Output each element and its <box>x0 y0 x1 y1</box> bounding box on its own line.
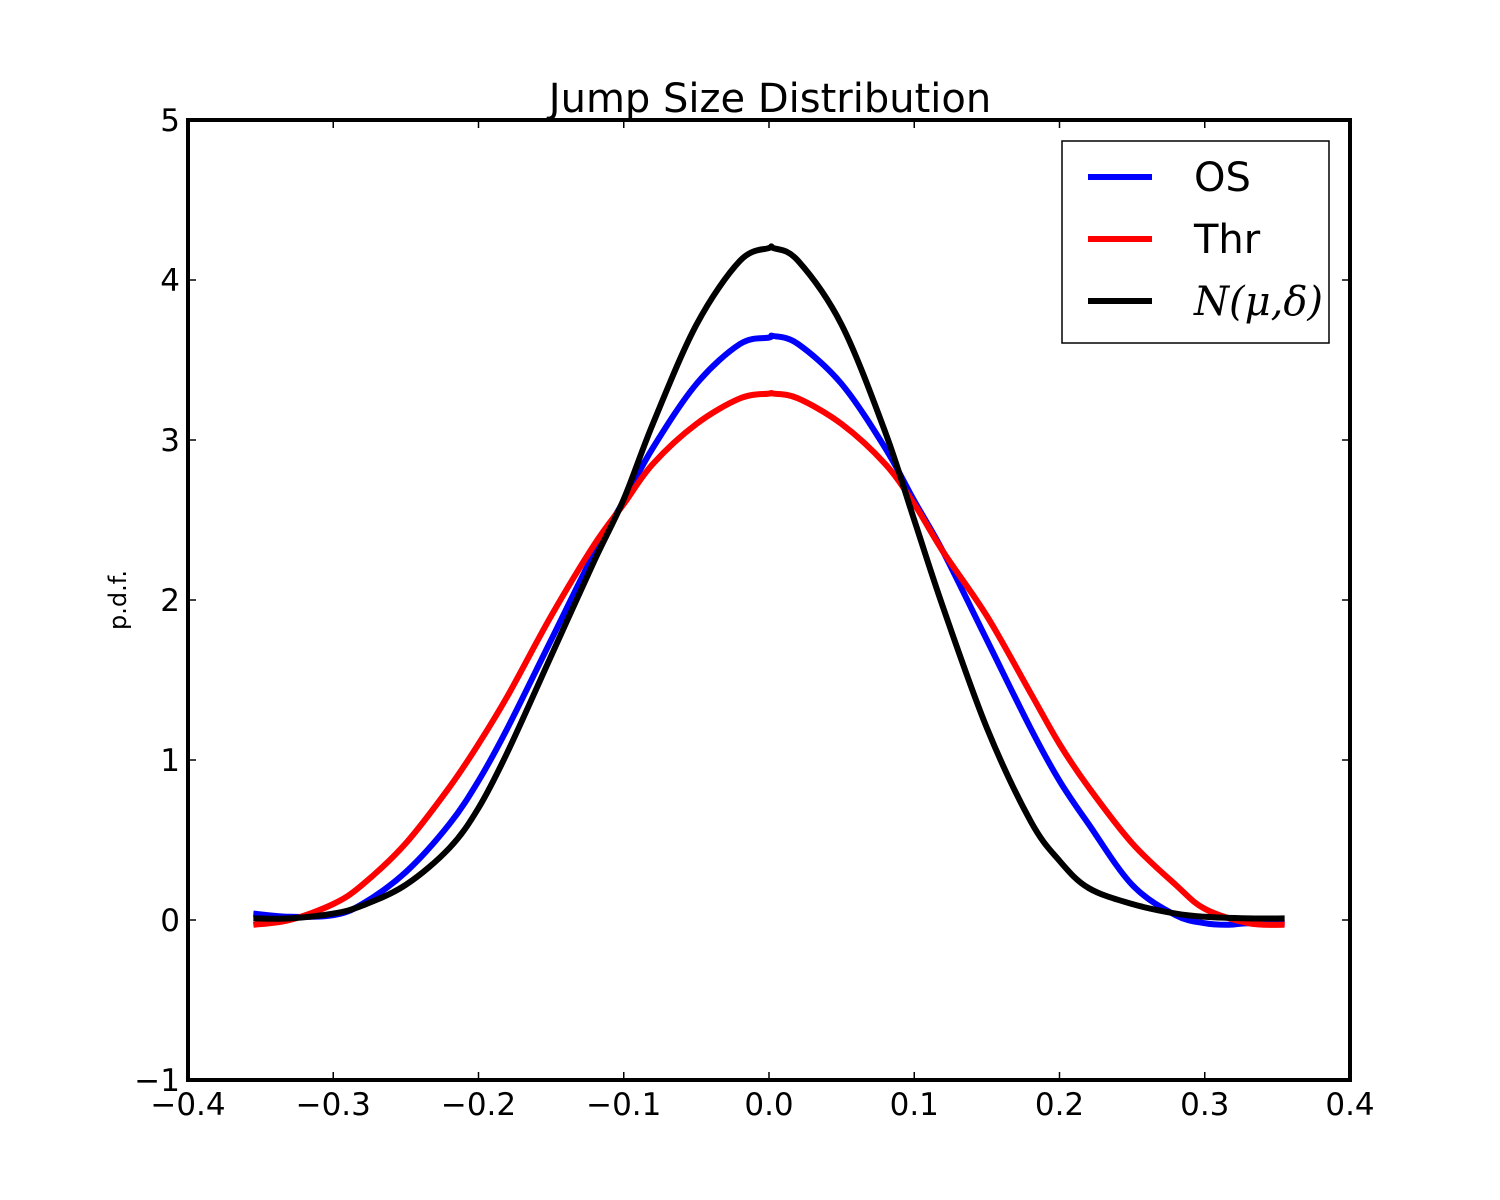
y-tick-label: 3 <box>160 423 180 459</box>
x-tick-label: −0.2 <box>441 1087 516 1123</box>
y-tick-label: −1 <box>134 1063 180 1099</box>
x-tick-label: 0.2 <box>1035 1087 1084 1123</box>
series-line-1 <box>252 390 1285 928</box>
y-tick-label: 1 <box>160 743 180 779</box>
x-tick-label: 0.3 <box>1180 1087 1229 1123</box>
series-line-0 <box>253 332 1285 928</box>
x-tick-label: −0.1 <box>586 1087 661 1123</box>
x-tick-label: −0.3 <box>296 1087 371 1123</box>
legend-label-2: N(μ,δ) <box>1193 279 1323 325</box>
y-tick-label: 2 <box>160 583 180 619</box>
legend-label-0: OS <box>1194 155 1251 201</box>
x-tick-label: 0.1 <box>890 1087 939 1123</box>
y-tick-label: 0 <box>160 903 180 939</box>
y-ticks: −1 0 1 2 3 4 5 <box>134 103 1350 1099</box>
plot-frame <box>186 118 1352 1082</box>
x-ticks: −0.4 −0.3 −0.2 −0.1 0.0 0.1 0.2 0.3 0.4 <box>150 120 1375 1123</box>
y-tick-label: 5 <box>160 103 180 139</box>
x-tick-label: −0.4 <box>150 1087 225 1123</box>
x-tick-label: 0.0 <box>744 1087 793 1123</box>
series-line-2 <box>253 243 1285 922</box>
series-lines <box>252 243 1285 928</box>
legend-label-1: Thr <box>1193 217 1261 263</box>
y-tick-label: 4 <box>160 263 180 299</box>
y-axis-label: p.d.f. <box>104 570 132 630</box>
chart-title: Jump Size Distribution <box>546 76 991 122</box>
legend: OS Thr N(μ,δ) <box>1061 140 1330 344</box>
x-tick-label: 0.4 <box>1325 1087 1374 1123</box>
